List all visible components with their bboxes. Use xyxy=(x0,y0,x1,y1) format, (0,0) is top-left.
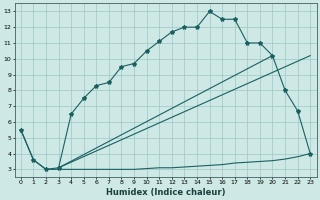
X-axis label: Humidex (Indice chaleur): Humidex (Indice chaleur) xyxy=(106,188,225,197)
